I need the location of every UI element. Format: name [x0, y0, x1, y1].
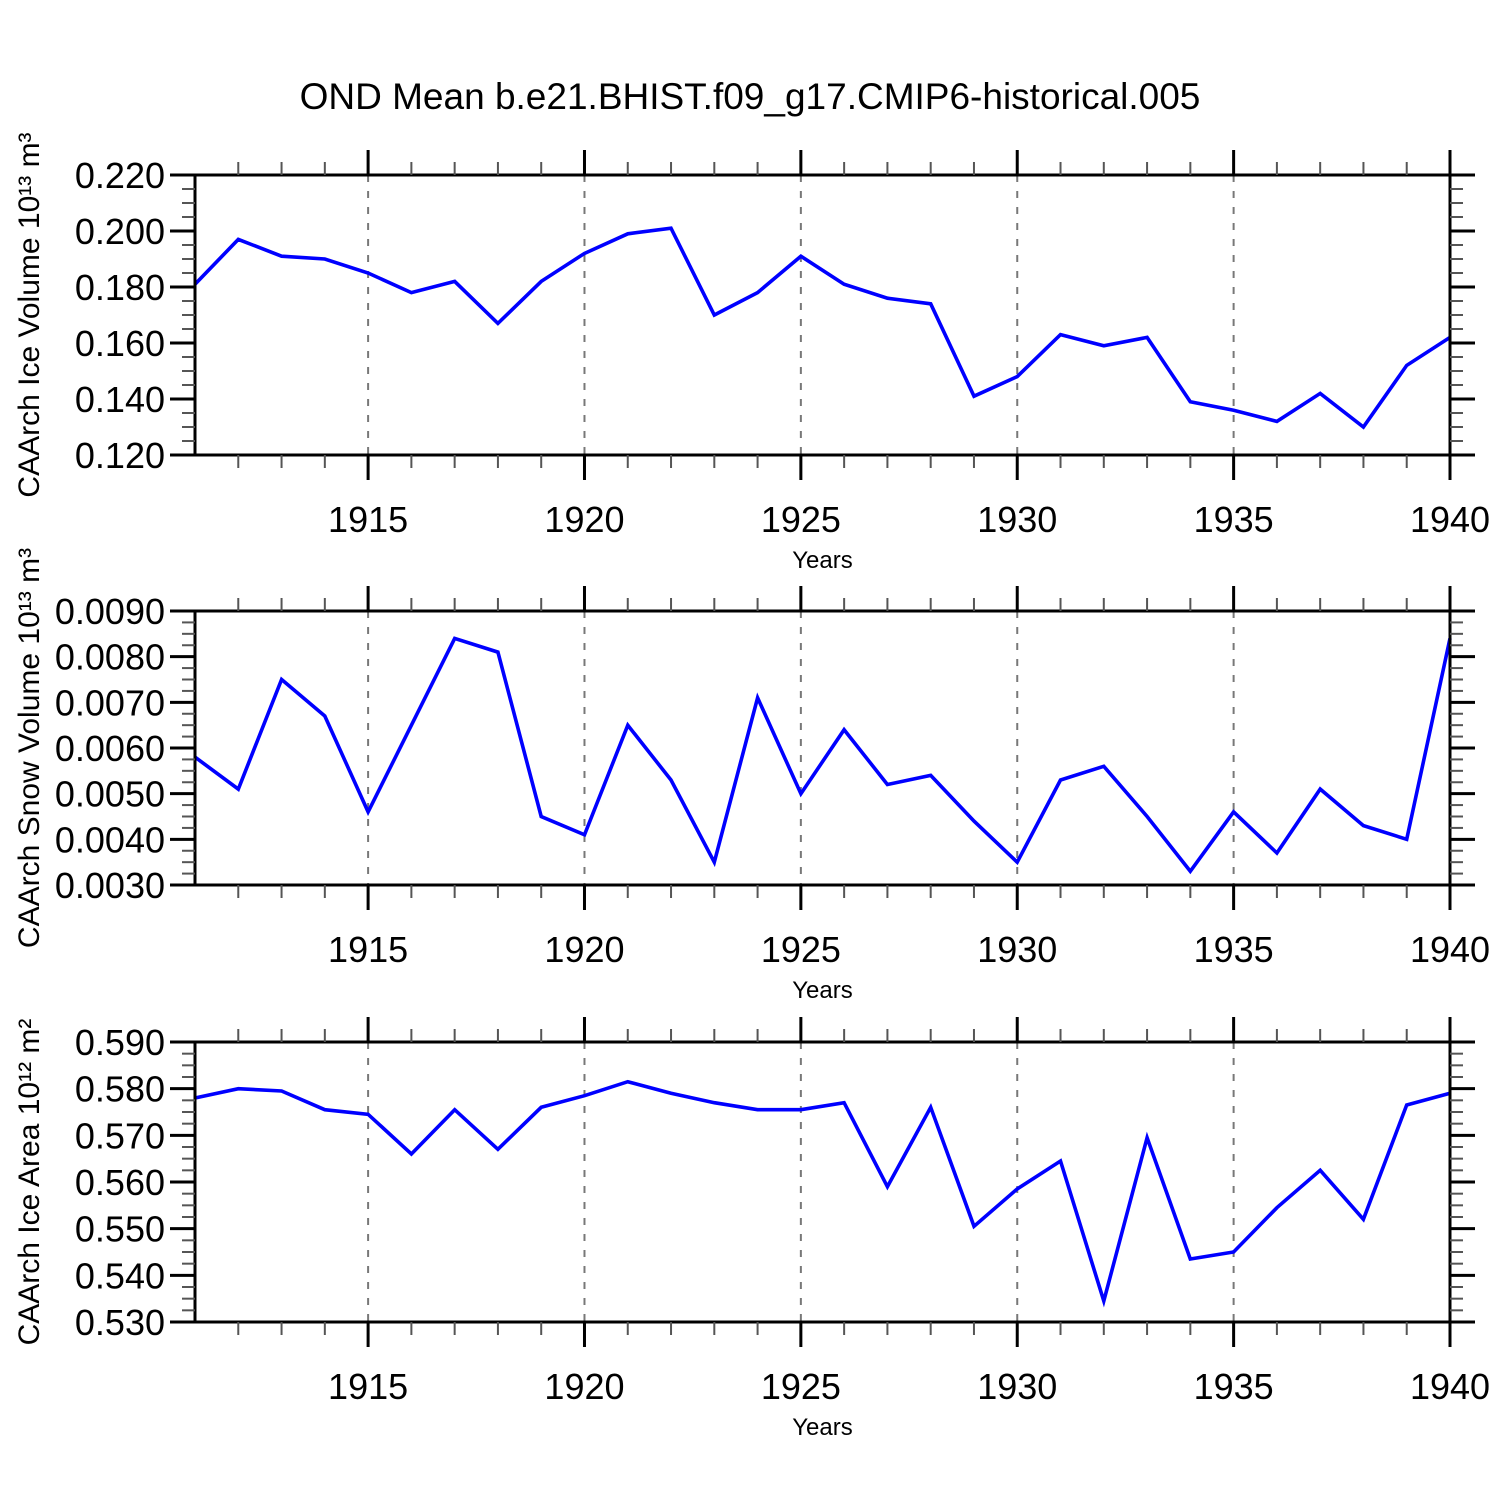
y-tick-label: 0.540: [75, 1255, 165, 1296]
x-tick-label: 1925: [761, 1366, 841, 1407]
y-tick-label: 0.0050: [55, 774, 165, 815]
y-tick-label: 0.560: [75, 1162, 165, 1203]
panel-ice-area: 0.530 0.540 0.550 0.560 0.570 0.580 0.590 1915 1…: [75, 1017, 1490, 1407]
y-axis-label-ice-area: CAArch Ice Area 10¹² m²: [13, 1018, 46, 1346]
y-tick-label: 0.140: [75, 379, 165, 420]
x-tick-label: 1930: [977, 929, 1057, 970]
x-axis-label-panel-2: Years: [792, 977, 853, 1004]
y-tick-label: 0.120: [75, 435, 165, 476]
plot-frame: [193, 609, 1452, 887]
x-tick-label: 1935: [1194, 929, 1274, 970]
x-axis-label-panel-3: Years: [792, 1414, 853, 1441]
y-tick-label: 0.0040: [55, 819, 165, 860]
panel-ice-volume: 0.120 0.140 0.160 0.180 0.200 0.220 1915 1920 19…: [75, 150, 1490, 540]
x-tick-label: 1930: [977, 1366, 1057, 1407]
y-tick-label: 0.550: [75, 1209, 165, 1250]
y-tick-label: 0.180: [75, 267, 165, 308]
y-tick-label: 0.0030: [55, 865, 165, 906]
y-tick-label: 0.0080: [55, 637, 165, 678]
y-tick-label: 0.220: [75, 155, 165, 196]
y-tick-label: 0.0070: [55, 682, 165, 723]
x-tick-label: 1915: [328, 1366, 408, 1407]
x-tick-label: 1940: [1410, 499, 1490, 540]
ice-area-line: [194, 1079, 1451, 1308]
y-tick-label: 0.0060: [55, 728, 165, 769]
x-tick-label: 1940: [1410, 1366, 1490, 1407]
y-tick-label: 0.0090: [55, 591, 165, 632]
x-tick-label: 1935: [1194, 499, 1274, 540]
y-tick-label: 0.590: [75, 1022, 165, 1063]
x-tick-label: 1935: [1194, 1366, 1274, 1407]
x-tick-label: 1915: [328, 929, 408, 970]
chart-title: OND Mean b.e21.BHIST.f09_g17.CMIP6-histo…: [299, 76, 1201, 117]
x-tick-label: 1940: [1410, 929, 1490, 970]
x-tick-label: 1925: [761, 929, 841, 970]
x-axis-label-panel-1: Years: [792, 547, 853, 574]
x-tick-label: 1930: [977, 499, 1057, 540]
x-tick-label: 1920: [544, 1366, 624, 1407]
y-tick-label: 0.160: [75, 323, 165, 364]
snow-volume-line: [193, 636, 1452, 875]
y-tick-label: 0.570: [75, 1115, 165, 1156]
plot-frame: [193, 1040, 1452, 1324]
y-axis-label-ice-volume: CAArch Ice Volume 10¹³ m³: [13, 132, 46, 498]
y-tick-label: 0.200: [75, 211, 165, 252]
y-tick-label: 0.580: [75, 1069, 165, 1110]
x-tick-label: 1920: [544, 929, 624, 970]
x-tick-label: 1915: [328, 499, 408, 540]
y-axis-label-snow-volume: CAArch Snow Volume 10¹³ m³: [13, 547, 46, 949]
plot-frame: [193, 173, 1452, 457]
x-tick-label: 1925: [761, 499, 841, 540]
ice-volume-line: [193, 226, 1451, 430]
y-tick-label: 0.530: [75, 1302, 165, 1343]
x-tick-label: 1920: [544, 499, 624, 540]
